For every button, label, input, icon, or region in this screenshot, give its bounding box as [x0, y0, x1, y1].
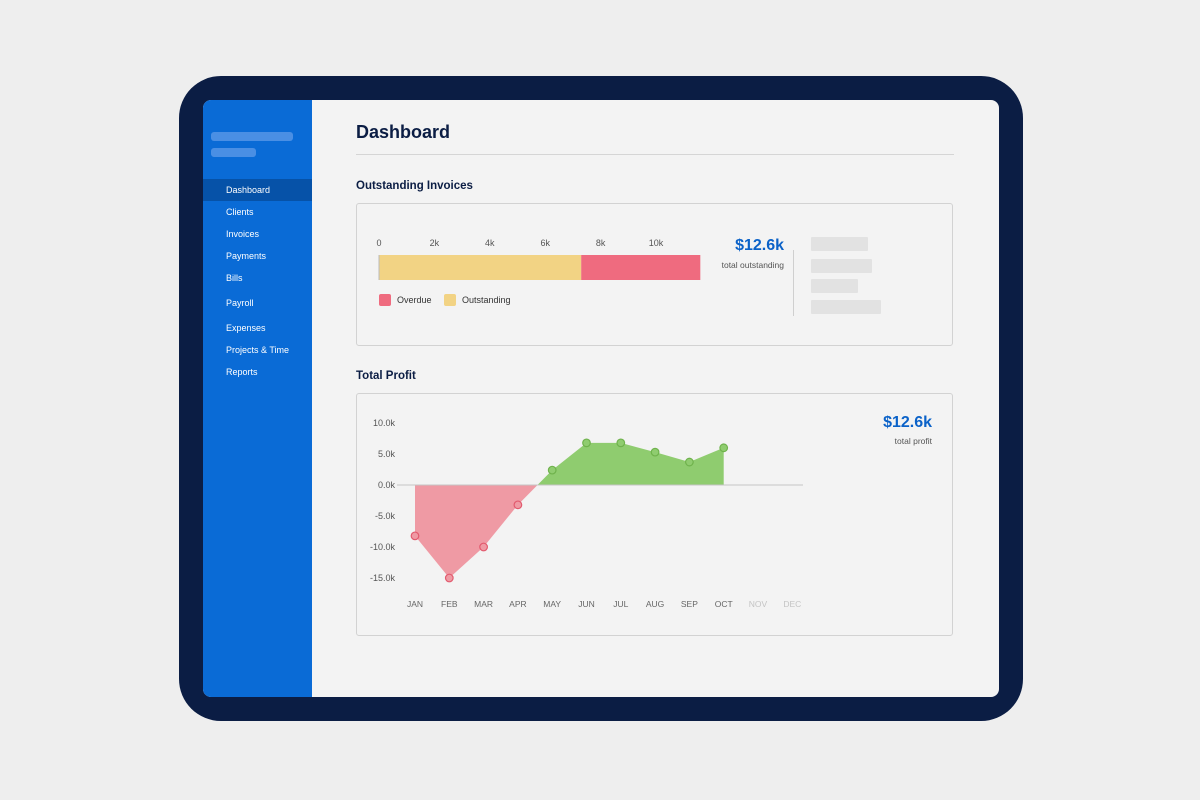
main-content: Dashboard Outstanding Invoices 0 2k 4k 6k 8k… [312, 100, 999, 697]
x-tick-label: SEP [681, 599, 698, 609]
legend-overdue-label: Overdue [397, 295, 432, 305]
sidebar-item-invoices[interactable]: Invoices [226, 229, 260, 239]
legend-outstanding: Outstanding [444, 294, 511, 306]
sidebar-item-projects-time[interactable]: Projects & Time [226, 345, 290, 355]
x-tick-label: JUL [613, 599, 628, 609]
bar-tick-label: 2k [430, 238, 440, 248]
x-tick-label: MAR [474, 599, 493, 609]
legend-overdue: Overdue [379, 294, 432, 306]
loss-area [415, 485, 538, 578]
sidebar-item-payments[interactable]: Payments [226, 251, 267, 261]
page-title: Dashboard [356, 122, 451, 142]
data-point [616, 438, 626, 448]
sidebar-item-expenses[interactable]: Expenses [226, 323, 266, 333]
bar-segment-outstanding [379, 255, 582, 280]
data-point [479, 542, 488, 552]
y-tick-label: -5.0k [375, 511, 396, 521]
bar-tick-label: 6k [540, 238, 550, 248]
y-tick-label: -10.0k [370, 542, 396, 552]
outstanding-invoices-chart: 0 2k 4k 6k 8k 10k [376, 238, 701, 280]
data-point [444, 573, 454, 583]
bar-tick-label: 8k [596, 238, 606, 248]
total-profit-chart: 10.0k 5.0k 0.0k -5.0k -10.0k -15.0k JAN FEB MAR A… [370, 418, 803, 609]
x-tick-label: APR [509, 599, 526, 609]
sidebar-item-bills[interactable]: Bills [226, 273, 243, 283]
legend-overdue-swatch [379, 294, 391, 306]
outstanding-invoices-card[interactable]: 0 2k 4k 6k 8k 10k Overdue Outstanding $12.6k … [356, 203, 953, 346]
bar-segment-overdue [581, 255, 701, 280]
sidebar-item-clients[interactable]: Clients [226, 207, 254, 217]
y-tick-label: -15.0k [370, 573, 396, 583]
data-point [685, 457, 694, 467]
sidebar-item-reports[interactable]: Reports [226, 367, 258, 377]
bar-tick-label: 10k [649, 238, 664, 248]
total-outstanding-caption: total outstanding [721, 260, 784, 270]
summary-placeholder-2 [811, 259, 872, 273]
data-point [513, 500, 523, 510]
x-tick-label: JUN [578, 599, 595, 609]
outstanding-invoices-title: Outstanding Invoices [356, 180, 473, 192]
total-outstanding-value: $12.6k [735, 237, 784, 254]
y-tick-label: 10.0k [373, 418, 396, 428]
summary-divider [793, 250, 794, 316]
data-point [719, 443, 729, 453]
data-point [547, 465, 557, 475]
total-profit-value: $12.6k [883, 414, 932, 431]
total-profit-caption: total profit [894, 436, 932, 446]
total-profit-card[interactable]: 10.0k 5.0k 0.0k -5.0k -10.0k -15.0k JAN FEB MAR A… [356, 393, 953, 636]
sidebar: Dashboard Clients Invoices Payments Bill… [203, 100, 312, 697]
legend-outstanding-swatch [444, 294, 456, 306]
logo-placeholder [211, 132, 293, 141]
profit-area [537, 442, 724, 485]
legend-outstanding-label: Outstanding [462, 295, 511, 305]
logo-placeholder-secondary [211, 148, 256, 157]
x-tick-label: FEB [441, 599, 458, 609]
summary-placeholder-4 [811, 300, 881, 314]
bar-tick-label: 0 [376, 238, 381, 248]
title-divider [356, 154, 954, 155]
y-tick-label: 5.0k [378, 449, 396, 459]
x-tick-label: NOV [749, 599, 768, 609]
y-tick-label: 0.0k [378, 480, 396, 490]
sidebar-item-payroll[interactable]: Payroll [226, 298, 254, 308]
app-screen: Dashboard Clients Invoices Payments Bill… [203, 100, 999, 697]
x-tick-label: MAY [543, 599, 561, 609]
x-tick-label: AUG [646, 599, 664, 609]
total-profit-title: Total Profit [356, 370, 416, 382]
data-point [410, 531, 420, 541]
x-tick-label: OCT [715, 599, 733, 609]
summary-placeholder-1 [811, 237, 868, 251]
bar-tick-label: 4k [485, 238, 495, 248]
summary-placeholder-3 [811, 279, 858, 293]
data-point [582, 438, 591, 448]
sidebar-item-dashboard[interactable]: Dashboard [203, 179, 312, 201]
x-tick-label: JAN [407, 599, 423, 609]
data-point [650, 447, 660, 457]
x-tick-label: DEC [783, 599, 801, 609]
